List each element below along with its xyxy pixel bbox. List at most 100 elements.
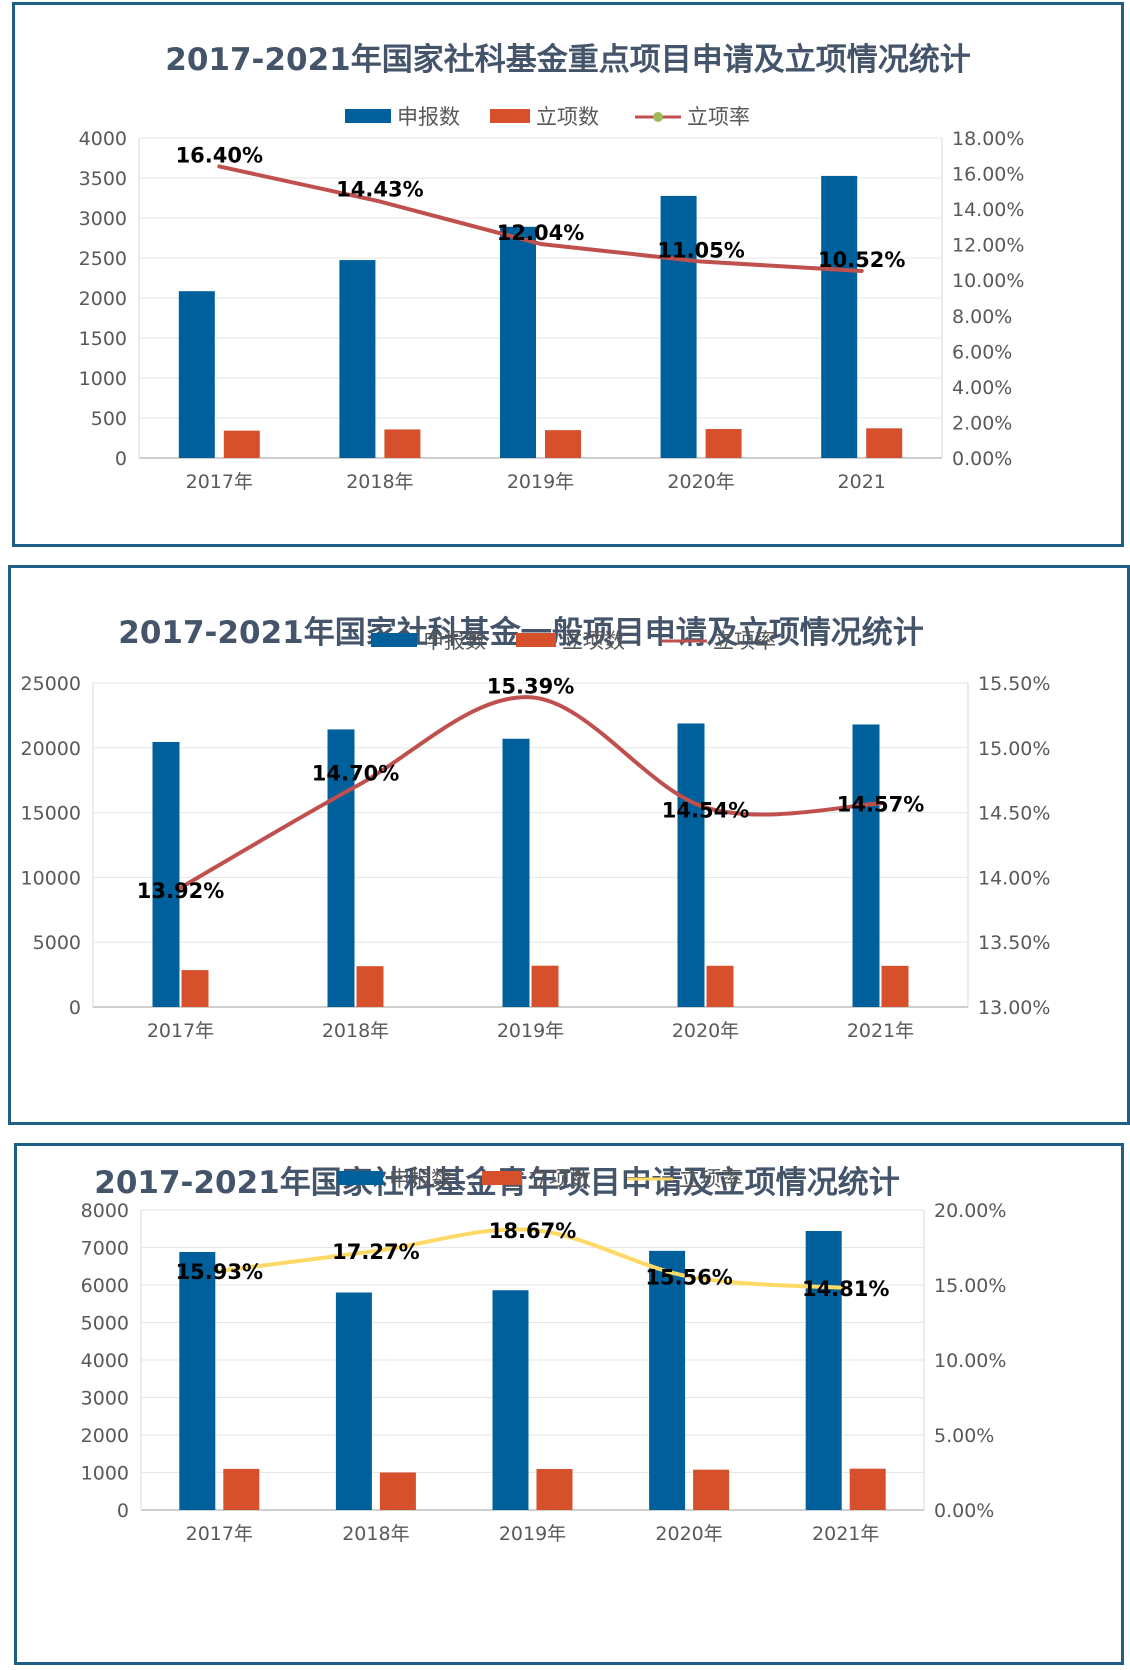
rate-line	[178, 695, 883, 890]
legend-swatch-approved	[490, 109, 530, 123]
legend-label-approved: 立项数	[562, 629, 625, 653]
bar-approved	[223, 430, 260, 458]
bar-declared	[502, 738, 530, 1007]
legend-swatch-approved	[482, 1171, 522, 1185]
y-tick-label: 500	[91, 408, 127, 430]
x-tick-label: 2018年	[322, 1020, 389, 1042]
y-tick-label: 3000	[81, 1388, 129, 1410]
y2-tick-label: 15.00%	[978, 738, 1050, 760]
legend-swatch-declared	[345, 109, 391, 123]
y2-tick-label: 14.50%	[978, 803, 1050, 825]
rate-data-label: 17.27%	[332, 1240, 419, 1264]
legend-label-declared: 申报数	[389, 1167, 452, 1191]
y2-tick-label: 20.00%	[934, 1200, 1006, 1222]
bar-approved	[384, 429, 421, 458]
chart-panel-youth-projects: 2017-2021年国家社科基金青年项目申请及立项情况统计 申报数立项数立项率0…	[14, 1143, 1124, 1665]
y-tick-label: 25000	[21, 673, 81, 695]
bar-approved	[223, 1468, 260, 1510]
x-tick-label: 2020年	[655, 1523, 722, 1545]
y-tick-label: 2000	[81, 1425, 129, 1447]
y-tick-label: 3000	[79, 208, 127, 230]
legend: 申报数 立项数 立项率	[345, 105, 750, 129]
x-tick-label: 2017年	[186, 471, 253, 493]
bar-approved	[379, 1472, 416, 1510]
bar-declared	[649, 1250, 686, 1510]
bar-declared	[178, 291, 215, 458]
bar-declared	[327, 729, 355, 1007]
legend-swatch-declared	[337, 1171, 383, 1185]
bar-declared	[852, 724, 880, 1007]
legend-label-rate: 立项率	[713, 629, 776, 653]
y-tick-label: 6000	[81, 1275, 129, 1297]
rate-data-label: 18.67%	[489, 1219, 576, 1243]
bar-approved	[531, 965, 559, 1007]
y-tick-label: 3500	[79, 168, 127, 190]
y-tick-label: 0	[115, 448, 127, 470]
legend: 申报数 立项数 立项率	[337, 1167, 742, 1191]
x-tick-label: 2019年	[507, 471, 574, 493]
legend-label-approved: 立项数	[528, 1167, 591, 1191]
rate-data-label: 14.70%	[312, 762, 399, 786]
legend-marker-rate	[653, 112, 663, 122]
bar-declared	[821, 175, 858, 459]
y2-tick-label: 6.00%	[952, 341, 1012, 363]
x-tick-label: 2019年	[497, 1020, 564, 1042]
y-tick-label: 1000	[79, 368, 127, 390]
y-tick-label: 20000	[21, 738, 81, 760]
bar-declared	[335, 1292, 372, 1510]
bar-approved	[693, 1469, 730, 1510]
y2-tick-label: 18.00%	[952, 128, 1024, 150]
bar-approved	[181, 970, 209, 1007]
y-tick-label: 7000	[81, 1238, 129, 1260]
legend-label-declared: 申报数	[397, 105, 460, 129]
rate-data-label: 14.57%	[837, 793, 924, 817]
chart-panel-general-projects: 2017-2021年国家社科基金一般项目申请及立项情况统计 申报数立项数立项率0…	[8, 565, 1130, 1125]
y-tick-label: 8000	[81, 1200, 129, 1222]
bar-approved	[536, 1468, 573, 1510]
legend: 申报数 立项数 立项率	[371, 629, 776, 653]
x-tick-label: 2021年	[812, 1523, 879, 1545]
bar-declared	[179, 1252, 216, 1510]
rate-line	[217, 1227, 848, 1290]
legend-swatch-declared	[371, 633, 417, 647]
x-tick-label: 2020年	[672, 1020, 739, 1042]
y2-tick-label: 10.00%	[952, 270, 1024, 292]
rate-data-label: 13.92%	[137, 879, 224, 903]
y-tick-label: 4000	[81, 1350, 129, 1372]
y2-tick-label: 15.50%	[978, 673, 1050, 695]
x-tick-label: 2020年	[667, 471, 734, 493]
y2-tick-label: 2.00%	[952, 412, 1012, 434]
x-tick-label: 2017年	[147, 1020, 214, 1042]
rate-data-label: 11.05%	[657, 239, 744, 263]
rate-data-label: 14.81%	[802, 1277, 889, 1301]
y2-tick-label: 14.00%	[978, 867, 1050, 889]
legend-swatch-approved	[516, 633, 556, 647]
rate-data-label: 16.40%	[176, 143, 263, 167]
y-tick-label: 4000	[79, 128, 127, 150]
y2-tick-label: 5.00%	[934, 1425, 994, 1447]
bar-declared	[805, 1231, 842, 1510]
chart-panel-key-projects: 2017-2021年国家社科基金重点项目申请及立项情况统计 申报数 立项数 立项率 0…	[12, 2, 1124, 547]
y-tick-label: 0	[117, 1500, 129, 1522]
bar-declared	[500, 226, 536, 458]
rate-data-label: 10.52%	[818, 248, 905, 272]
rate-data-label: 14.43%	[336, 177, 423, 201]
y2-tick-label: 8.00%	[952, 306, 1012, 328]
y2-tick-label: 15.00%	[934, 1275, 1006, 1297]
legend-label-rate: 立项率	[687, 105, 750, 129]
x-tick-label: 2021年	[847, 1020, 914, 1042]
bar-approved	[849, 1468, 886, 1510]
y-tick-label: 1500	[79, 328, 127, 350]
rate-data-label: 12.04%	[497, 221, 584, 245]
rate-data-label: 14.54%	[662, 798, 749, 822]
x-tick-label: 2019年	[499, 1523, 566, 1545]
x-tick-label: 2017年	[186, 1523, 253, 1545]
y-tick-label: 0	[69, 997, 81, 1019]
x-tick-label: 2018年	[346, 471, 413, 493]
legend-label-approved: 立项数	[536, 105, 599, 129]
bar-declared	[152, 741, 180, 1007]
rate-data-label: 15.39%	[487, 674, 574, 698]
y-tick-label: 1000	[81, 1463, 129, 1485]
bar-approved	[705, 429, 742, 458]
x-tick-label: 2018年	[342, 1523, 409, 1545]
